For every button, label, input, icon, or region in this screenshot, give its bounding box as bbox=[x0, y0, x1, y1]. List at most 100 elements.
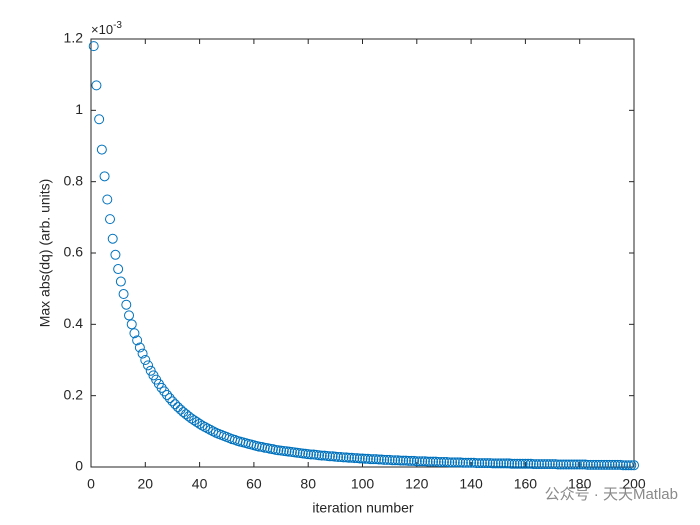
scatter-point bbox=[618, 460, 629, 471]
y-tick-label: 0 bbox=[75, 458, 83, 474]
x-tick-label: 20 bbox=[138, 476, 154, 492]
scatter-point bbox=[447, 457, 458, 468]
scatter-point bbox=[495, 458, 506, 469]
scatter-point bbox=[520, 458, 531, 469]
scatter-point bbox=[476, 458, 487, 469]
scatter-point bbox=[99, 171, 110, 182]
x-tick-label: 120 bbox=[405, 476, 429, 492]
scatter-point bbox=[143, 360, 154, 371]
y-tick-label: 1 bbox=[75, 101, 83, 117]
scatter-point bbox=[539, 459, 550, 470]
scatter-point bbox=[588, 459, 599, 470]
scatter-point bbox=[202, 423, 213, 434]
scatter-point bbox=[612, 459, 623, 470]
scatter-point bbox=[132, 335, 143, 346]
x-tick-label: 140 bbox=[459, 476, 483, 492]
scatter-point bbox=[609, 459, 620, 470]
scatter-point bbox=[324, 451, 335, 462]
scatter-point bbox=[433, 457, 444, 468]
scatter-point bbox=[566, 459, 577, 470]
scatter-point bbox=[487, 458, 498, 469]
scatter-point bbox=[387, 455, 398, 466]
scatter-point bbox=[156, 382, 167, 393]
scatter-point bbox=[110, 249, 121, 260]
scatter-point bbox=[414, 456, 425, 467]
scatter-point bbox=[333, 452, 344, 463]
scatter-point bbox=[164, 393, 175, 404]
scatter-point bbox=[316, 450, 327, 461]
y-tick-label: 1.2 bbox=[64, 30, 84, 46]
scatter-point bbox=[406, 455, 417, 466]
scatter-point bbox=[91, 80, 102, 91]
scatter-point bbox=[194, 418, 205, 429]
scatter-point bbox=[536, 459, 547, 470]
scatter-point bbox=[574, 459, 585, 470]
scatter-point bbox=[552, 459, 563, 470]
x-tick-label: 160 bbox=[514, 476, 538, 492]
y-tick-label: 0.6 bbox=[64, 244, 84, 260]
scatter-point bbox=[197, 420, 208, 431]
scatter-point bbox=[498, 458, 509, 469]
scatter-point bbox=[528, 459, 539, 470]
scatter-point bbox=[542, 459, 553, 470]
scatter-point bbox=[96, 144, 107, 155]
scatter-point bbox=[509, 458, 520, 469]
scatter-point bbox=[411, 456, 422, 467]
scatter-point bbox=[159, 386, 170, 397]
scatter-point bbox=[561, 459, 572, 470]
scatter-point bbox=[514, 458, 525, 469]
scatter-point bbox=[629, 460, 639, 471]
scatter-point bbox=[365, 454, 376, 465]
scatter-point bbox=[601, 459, 612, 470]
scatter-point bbox=[208, 426, 219, 437]
scatter-point bbox=[558, 459, 569, 470]
scatter-point bbox=[186, 413, 197, 424]
scatter-point bbox=[501, 458, 512, 469]
scatter-point bbox=[626, 460, 637, 471]
x-tick-label: 80 bbox=[300, 476, 316, 492]
x-tick-label: 0 bbox=[87, 476, 95, 492]
scatter-point bbox=[191, 417, 202, 428]
scatter-point bbox=[590, 459, 601, 470]
scatter-point bbox=[460, 457, 471, 468]
scatter-point bbox=[596, 459, 607, 470]
scatter-point bbox=[533, 459, 544, 470]
scatter-point bbox=[531, 459, 542, 470]
scatter-point bbox=[582, 459, 593, 470]
scatter-point bbox=[381, 454, 392, 465]
scatter-point bbox=[170, 399, 181, 410]
scatter-point bbox=[105, 214, 116, 225]
scatter-point bbox=[102, 194, 113, 205]
scatter-point bbox=[544, 459, 555, 470]
scatter-point bbox=[200, 422, 211, 433]
scatter-point bbox=[517, 458, 528, 469]
scatter-point bbox=[379, 454, 390, 465]
scatter-point bbox=[349, 453, 360, 464]
scatter-point bbox=[490, 458, 501, 469]
scatter-point bbox=[126, 319, 137, 330]
y-tick-label: 0.4 bbox=[64, 315, 84, 331]
scatter-point bbox=[569, 459, 580, 470]
scatter-point bbox=[604, 459, 615, 470]
scatter-point bbox=[140, 355, 151, 365]
scatter-point bbox=[449, 457, 460, 468]
scatter-point bbox=[425, 456, 436, 467]
scatter-point bbox=[305, 449, 316, 460]
x-tick-label: 60 bbox=[246, 476, 262, 492]
scatter-point bbox=[457, 457, 468, 468]
scatter-point bbox=[607, 459, 618, 470]
scatter-point bbox=[436, 457, 447, 468]
scatter-point bbox=[438, 457, 449, 468]
scatter-point bbox=[205, 424, 216, 435]
scatter-point bbox=[113, 264, 124, 275]
scatter-point bbox=[466, 457, 477, 468]
scatter-point bbox=[506, 458, 517, 469]
scatter-point bbox=[368, 454, 379, 465]
scatter-point bbox=[338, 452, 349, 463]
scatter-point bbox=[343, 452, 354, 463]
scatter-point bbox=[118, 289, 129, 300]
watermark: 公众号 · 天天Matlab bbox=[545, 486, 678, 503]
scatter-point bbox=[463, 457, 474, 468]
